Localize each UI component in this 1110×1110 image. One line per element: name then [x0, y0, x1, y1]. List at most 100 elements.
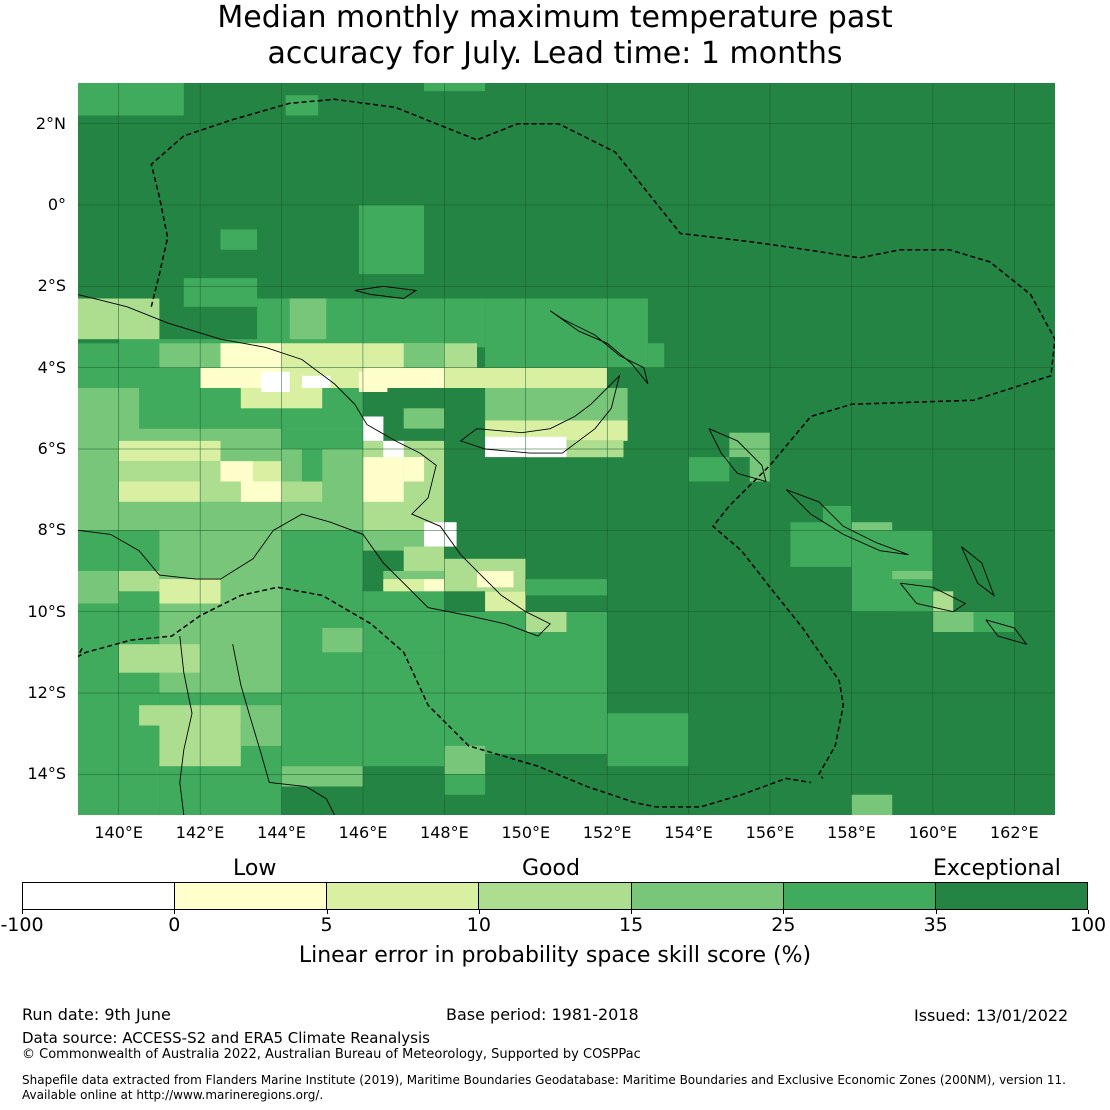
skill-cell — [240, 481, 282, 502]
copyright-notice: © Commonwealth of Australia 2022, Austra… — [22, 1047, 641, 1062]
skill-cell — [78, 794, 119, 815]
skill-cell — [118, 461, 241, 482]
skill-cell — [749, 457, 771, 482]
latitude-tick-label: 10°S — [27, 601, 66, 621]
colorbar-tick-label: 5 — [320, 914, 333, 936]
skill-cell — [78, 343, 119, 388]
skill-score-map — [78, 83, 1055, 815]
skill-cell — [647, 343, 665, 368]
colorbar-tick — [174, 910, 176, 914]
coastline — [354, 285, 418, 299]
colorbar-label: Linear error in probability space skill … — [298, 943, 812, 968]
latitude-tick-label: 14°S — [27, 764, 66, 784]
skill-cell — [183, 278, 258, 307]
latitude-tick-label: 8°S — [37, 520, 66, 540]
skill-cell — [118, 440, 221, 462]
title-line-1: Median monthly maximum temperature past — [217, 0, 893, 35]
colorbar-segment — [935, 883, 1087, 909]
skill-cell — [78, 83, 184, 116]
longitude-tick-label: 150°E — [501, 823, 551, 842]
skill-cell — [403, 457, 425, 482]
colorbar — [22, 882, 1088, 910]
latitude-tick-label: 6°S — [37, 439, 66, 458]
colorbar-tick — [22, 910, 23, 914]
colorbar-tick-label: 10 — [466, 914, 491, 936]
skill-cell — [823, 505, 852, 523]
skill-cell — [281, 766, 363, 787]
skill-cell — [220, 461, 254, 482]
skill-cell — [851, 579, 933, 612]
skill-cell — [281, 428, 363, 449]
skill-cell — [363, 416, 384, 441]
latitude-tick-label: 12°S — [27, 683, 66, 702]
eez-boundary — [78, 98, 1055, 808]
graticule — [78, 83, 1055, 815]
colorbar-tick-label: -100 — [0, 914, 44, 936]
longitude-tick-label: 146°E — [338, 823, 388, 842]
skill-cell — [139, 705, 241, 726]
longitude-tick-label: 158°E — [827, 823, 876, 842]
map-canvas — [78, 83, 1055, 815]
colorbar-tick — [783, 910, 785, 914]
skill-cell — [200, 367, 282, 388]
skill-cell — [476, 571, 514, 588]
skill-cell — [607, 713, 689, 767]
skill-cell — [485, 420, 628, 441]
longitude-tick-label: 152°E — [582, 823, 632, 842]
colorbar-tick-label: 0 — [168, 914, 181, 936]
legend-class-exceptional: Exceptional — [933, 856, 1061, 881]
run-date: Run date: 9th June — [22, 1005, 171, 1024]
skill-cell — [424, 83, 486, 92]
longitude-tick-label: 140°E — [94, 823, 144, 842]
colorbar-tick — [1088, 910, 1089, 914]
colorbar-segment — [23, 883, 176, 909]
legend-class-low: Low — [233, 856, 277, 881]
skill-cell — [301, 375, 331, 388]
base-period: Base period: 1981-2018 — [446, 1005, 639, 1024]
latitude-tick-label: 0° — [47, 195, 66, 214]
skill-cell — [159, 579, 221, 604]
title-line-2: accuracy for July. Lead time: 1 months — [267, 36, 843, 71]
chart-title: Median monthly maximum temperature past … — [0, 0, 1110, 72]
longitude-tick-label: 160°E — [908, 823, 958, 842]
skill-cell — [485, 591, 526, 612]
skill-cell — [118, 571, 160, 592]
shapefile-note: Shapefile data extracted from Flanders M… — [22, 1073, 1066, 1087]
latitude-tick-label: 2°S — [37, 276, 66, 296]
coastline — [899, 582, 967, 613]
skill-cell — [851, 794, 893, 815]
longitude-tick-label: 148°E — [420, 823, 469, 842]
boundary-line — [78, 586, 811, 808]
latitude-tick-label: 2°N — [35, 113, 66, 133]
skill-cell — [200, 481, 241, 502]
skill-cell — [358, 205, 424, 275]
colorbar-tick — [631, 910, 633, 914]
coastlines — [78, 285, 1028, 815]
skill-cell — [358, 371, 388, 392]
longitude-tick-label: 144°E — [257, 823, 306, 842]
skill-cell — [285, 95, 319, 116]
skill-cell — [301, 449, 323, 482]
colorbar-segment — [479, 883, 632, 909]
colorbar-tick — [326, 910, 328, 914]
skill-cell — [281, 481, 323, 502]
skill-cell — [118, 644, 201, 673]
shapefile-url: Available online at http://www.marinereg… — [22, 1088, 324, 1102]
skill-cell — [932, 611, 974, 632]
colorbar-segment — [631, 883, 784, 909]
skill-cell — [444, 745, 486, 775]
colorbar-tick-label: 100 — [1069, 914, 1107, 936]
skill-cell — [220, 229, 258, 250]
colorbar-segment — [327, 883, 480, 909]
data-source: Data source: ACCESS-S2 and ERA5 Climate … — [22, 1029, 430, 1047]
skill-cell — [363, 457, 404, 502]
boundary-line — [150, 98, 1055, 779]
skill-cell — [403, 343, 445, 368]
skill-cell — [78, 571, 119, 604]
issued-date: Issued: 13/01/2022 — [914, 1006, 1069, 1025]
coastline — [960, 546, 995, 597]
coastline — [549, 310, 649, 385]
colorbar-tick-label: 25 — [771, 914, 796, 936]
skill-cell — [253, 461, 282, 482]
colorbar-segment — [783, 883, 936, 909]
